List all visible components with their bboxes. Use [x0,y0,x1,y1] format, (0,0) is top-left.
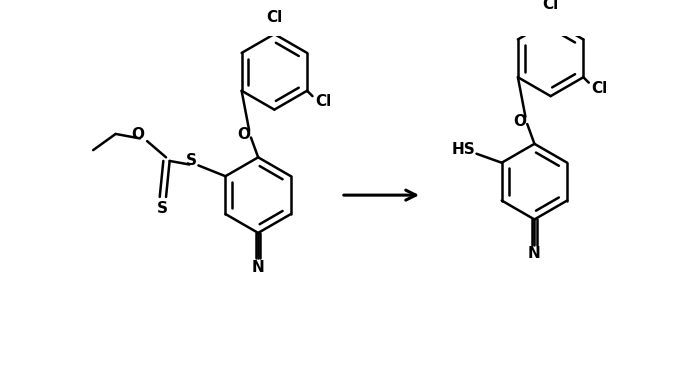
Text: N: N [528,246,541,261]
Text: O: O [237,127,250,142]
Text: Cl: Cl [542,0,559,12]
Text: N: N [252,260,264,275]
Text: O: O [131,127,145,142]
Text: HS: HS [452,142,476,157]
Text: Cl: Cl [266,10,282,25]
Text: S: S [157,201,168,216]
Text: S: S [186,153,196,169]
Text: O: O [514,114,526,129]
Text: Cl: Cl [315,94,331,109]
Text: Cl: Cl [591,80,607,96]
